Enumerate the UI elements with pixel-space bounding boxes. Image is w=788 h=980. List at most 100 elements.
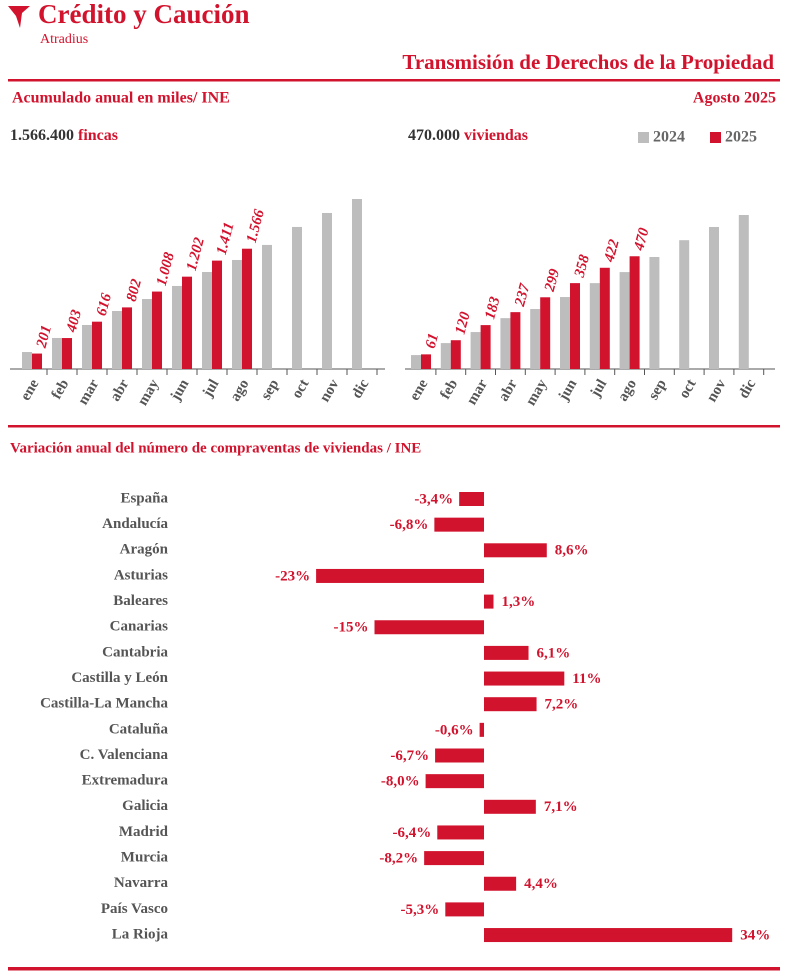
sub-brand: Atradius: [40, 32, 88, 47]
bar: [352, 199, 362, 369]
value-label: 1.411: [214, 221, 238, 257]
bar: [316, 568, 484, 583]
bar: [182, 276, 192, 369]
bar: [470, 332, 481, 369]
value-label: 8,6%: [555, 543, 589, 559]
legend-label: 2024: [653, 129, 685, 146]
bar: [450, 340, 461, 369]
value-label: -0,6%: [435, 722, 474, 738]
bar: [142, 299, 152, 369]
headline: 1.566.400 fincas: [10, 127, 118, 144]
x-tick-label: feb: [437, 377, 461, 402]
value-label: 299: [542, 267, 564, 294]
category-label: Cantabria: [102, 644, 168, 660]
x-tick-label: mar: [75, 376, 102, 407]
bar: [424, 851, 484, 866]
bar: [484, 928, 733, 943]
bar: [374, 620, 484, 635]
bar: [709, 226, 719, 369]
bar: [212, 260, 222, 369]
bar: [32, 353, 42, 369]
x-tick-label: feb: [49, 377, 73, 402]
bar: [510, 312, 521, 369]
value-label: 7,1%: [544, 799, 578, 815]
value-label: 201: [33, 324, 55, 351]
x-tick-label: ene: [18, 376, 43, 403]
divider: [8, 425, 780, 428]
x-tick-label: ene: [407, 376, 432, 403]
bar: [679, 240, 690, 369]
category-label: Navarra: [114, 875, 169, 891]
value-label: 61: [423, 332, 442, 351]
value-label: -5,3%: [401, 902, 440, 918]
bar: [262, 244, 272, 369]
value-label: -6,8%: [390, 517, 429, 533]
legend-swatch: [710, 132, 721, 143]
x-tick-label: abr: [107, 376, 132, 404]
bar: [599, 267, 610, 369]
x-tick-label: oct: [289, 377, 312, 402]
value-label: 6,1%: [537, 645, 571, 661]
bar: [411, 355, 421, 369]
category-label: Canarias: [110, 619, 169, 635]
chart-title: Variación anual del número de compravent…: [10, 440, 421, 456]
x-tick-label: may: [135, 376, 163, 408]
legend-swatch: [638, 132, 649, 143]
bar: [484, 594, 494, 609]
x-tick-label: dic: [736, 376, 760, 401]
bar: [232, 259, 242, 369]
bar: [484, 645, 529, 660]
bar: [459, 492, 484, 506]
bar: [540, 297, 551, 369]
category-label: Galicia: [122, 798, 168, 814]
bar: [112, 311, 122, 369]
bar: [484, 799, 536, 814]
category-label: Madrid: [119, 824, 169, 840]
category-label: Asturias: [114, 567, 168, 583]
bar: [52, 337, 62, 369]
value-label: -6,4%: [393, 825, 432, 841]
x-tick-label: ago: [615, 377, 640, 404]
category-label: Extremadura: [82, 773, 169, 789]
category-label: Castilla-La Mancha: [40, 696, 168, 712]
value-label: 1.008: [154, 250, 178, 287]
x-tick-label: jun: [555, 376, 581, 404]
value-label: 403: [63, 308, 85, 335]
category-label: C. Valenciana: [80, 747, 169, 763]
value-label: 34%: [740, 927, 770, 943]
page-title: Transmisión de Derechos de la Propiedad: [402, 50, 774, 74]
x-tick-label: mar: [464, 376, 491, 407]
category-label: Castilla y León: [71, 670, 168, 686]
x-tick-label: ago: [227, 377, 252, 404]
headline: 470.000 viviendas: [408, 127, 528, 144]
x-tick-label: dic: [349, 376, 373, 401]
bar: [484, 697, 537, 712]
value-label: 358: [571, 253, 593, 280]
bar: [530, 309, 541, 369]
category-label: La Rioja: [112, 926, 169, 942]
x-tick-label: oct: [676, 377, 699, 402]
bar: [434, 517, 484, 532]
x-tick-label: jul: [199, 377, 222, 401]
legend-label: 2025: [725, 129, 757, 146]
bar: [619, 272, 630, 369]
bar: [122, 307, 132, 369]
bar: [435, 748, 484, 763]
category-label: Baleares: [113, 593, 168, 609]
bar: [484, 876, 517, 891]
headline-value: 470.000: [408, 127, 460, 144]
headline-value: 1.566.400: [10, 127, 74, 144]
value-label: -15%: [334, 620, 369, 636]
value-label: -23%: [275, 568, 310, 584]
value-label: 11%: [572, 671, 601, 687]
category-label: España: [120, 490, 168, 506]
x-tick-label: abr: [496, 376, 521, 404]
value-label: 1.566: [244, 207, 268, 244]
value-label: 183: [482, 295, 503, 321]
bar: [570, 283, 580, 369]
value-label: 1.202: [184, 235, 208, 272]
bar: [322, 212, 332, 369]
bar: [560, 297, 570, 369]
category-label: Aragón: [120, 542, 169, 558]
bar: [589, 283, 600, 369]
